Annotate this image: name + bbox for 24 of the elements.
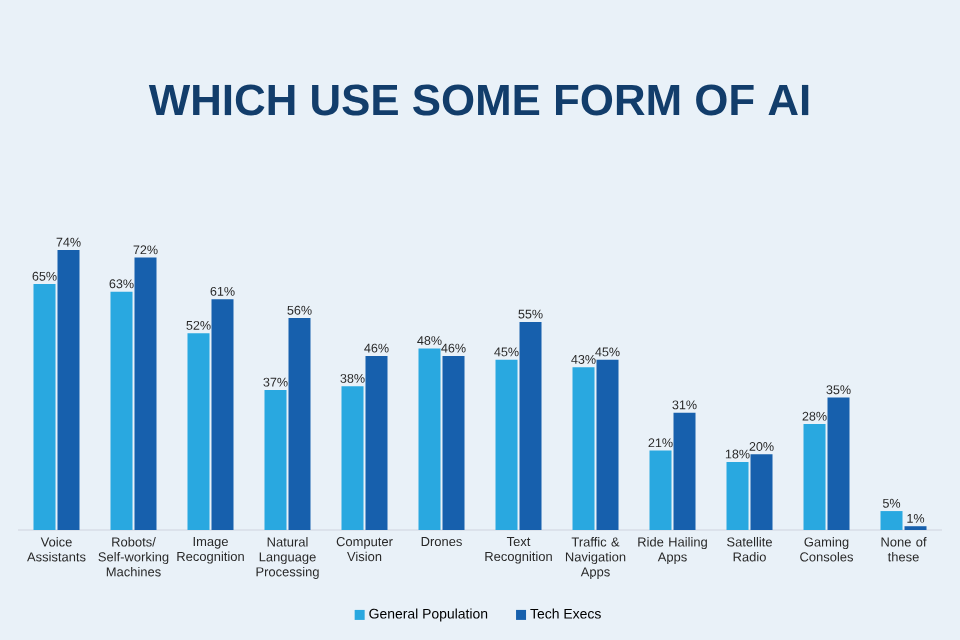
bar	[418, 348, 441, 530]
bar	[726, 461, 749, 530]
bar	[803, 424, 826, 530]
bar	[365, 355, 388, 530]
bar	[134, 257, 157, 530]
bar	[33, 284, 56, 530]
bar	[187, 333, 210, 530]
bar	[110, 291, 133, 530]
bar	[264, 390, 287, 530]
bar	[495, 359, 518, 530]
bar	[288, 318, 311, 530]
bar	[673, 412, 696, 530]
bar	[442, 355, 465, 530]
bar	[341, 386, 364, 530]
bar	[827, 397, 850, 530]
bar	[596, 359, 619, 530]
bar	[649, 450, 672, 530]
bar	[57, 250, 80, 530]
chart-title: WHICH USE SOME FORM OF AI	[148, 84, 809, 116]
bar	[750, 454, 773, 530]
bar	[880, 511, 903, 530]
bar	[572, 367, 595, 530]
bar	[211, 299, 234, 530]
bar	[519, 321, 542, 530]
